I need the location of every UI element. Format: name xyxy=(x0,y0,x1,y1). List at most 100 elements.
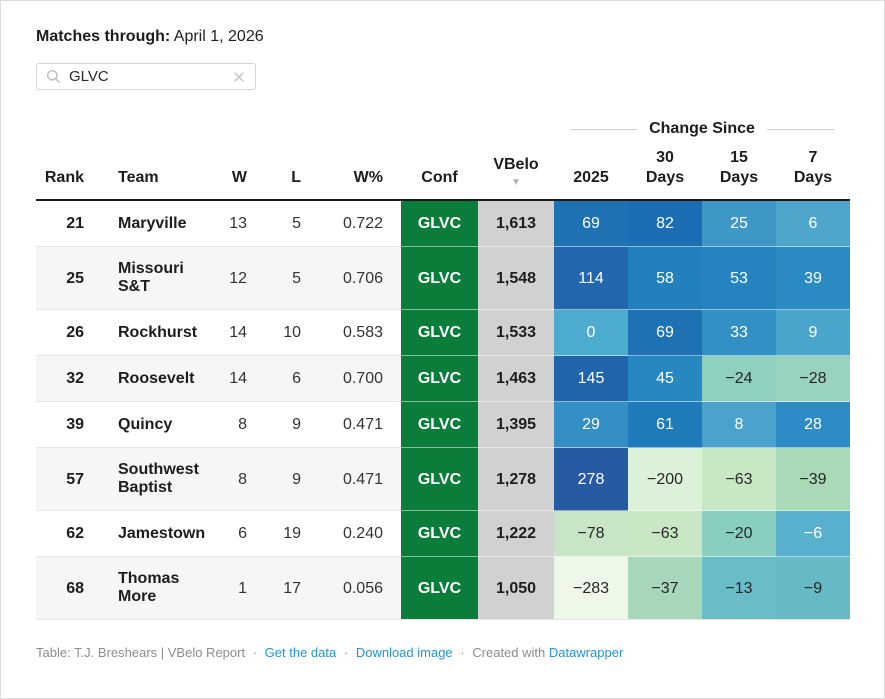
vbelo-cell: 1,050 xyxy=(478,556,554,620)
column-header-wins[interactable]: W xyxy=(226,148,253,201)
wins-cell: 6 xyxy=(226,510,253,557)
column-header-7-days[interactable]: 7 Days xyxy=(776,148,850,201)
team-cell: Thomas More xyxy=(101,556,226,620)
heat-cell-30-days: −63 xyxy=(628,510,702,557)
change-since-line-right xyxy=(766,128,834,130)
team-cell: Southwest Baptist xyxy=(101,447,226,511)
header-30-days-word: Days xyxy=(645,169,685,186)
heat-cell-15-days: 33 xyxy=(702,309,776,356)
matches-through-label: Matches through: xyxy=(36,28,171,45)
change-since-line-left xyxy=(570,128,638,130)
column-header-vbelo[interactable]: VBelo ▼ xyxy=(478,148,554,201)
heat-cell-7-days: 28 xyxy=(776,401,850,448)
conf-cell: GLVC xyxy=(401,355,478,402)
vbelo-cell: 1,548 xyxy=(478,246,554,310)
clear-icon xyxy=(232,70,246,84)
heat-cell-30-days: 69 xyxy=(628,309,702,356)
conf-cell: GLVC xyxy=(401,447,478,511)
search-input[interactable] xyxy=(69,68,224,85)
clear-search-button[interactable] xyxy=(232,70,246,84)
rank-cell: 21 xyxy=(66,215,84,232)
losses-cell: 5 xyxy=(253,246,308,310)
header-30: 30 xyxy=(656,149,674,166)
conf-cell: GLVC xyxy=(401,246,478,310)
heat-cell-2025: 145 xyxy=(554,355,628,402)
table-row: 57 Southwest Baptist 8 9 0.471 GLVC 1,27… xyxy=(36,447,850,511)
heat-cell-15-days: −63 xyxy=(702,447,776,511)
attribution-footer: Table: T.J. Breshears | VBelo Report · G… xyxy=(36,645,848,660)
heat-cell-2025: 0 xyxy=(554,309,628,356)
rank-cell: 25 xyxy=(36,246,101,310)
footer-separator: · xyxy=(252,645,258,660)
heat-cell-2025: −283 xyxy=(554,556,628,620)
matches-through-value: April 1, 2026 xyxy=(173,28,264,45)
rank-cell: 62 xyxy=(36,510,101,557)
heat-cell-7-days: 39 xyxy=(776,246,850,310)
heat-cell-30-days: −37 xyxy=(628,556,702,620)
heat-cell-15-days: −20 xyxy=(702,510,776,557)
conf-cell: GLVC xyxy=(401,401,478,448)
column-header-2025[interactable]: 2025 xyxy=(554,148,628,201)
heat-cell-15-days: −13 xyxy=(702,556,776,620)
group-header-row: Change Since xyxy=(36,110,850,148)
column-header-team[interactable]: Team xyxy=(101,148,226,201)
heat-cell-7-days: −9 xyxy=(776,556,850,620)
rank-cell: 57 xyxy=(36,447,101,511)
table-row: 32 Roosevelt 14 6 0.700 GLVC 1,463 145 4… xyxy=(36,355,850,402)
winpct-cell: 0.471 xyxy=(308,447,401,511)
winpct-cell: 0.706 xyxy=(308,246,401,310)
column-header-winpct[interactable]: W% xyxy=(308,148,401,201)
heat-cell-7-days: −6 xyxy=(776,510,850,557)
table-row: 26 Rockhurst 14 10 0.583 GLVC 1,533 0 69… xyxy=(36,309,850,356)
wins-cell: 12 xyxy=(226,246,253,310)
heat-cell-7-days: 9 xyxy=(776,309,850,356)
column-header-15-days[interactable]: 15 Days xyxy=(702,148,776,201)
losses-cell: 9 xyxy=(253,401,308,448)
table-row: 68 Thomas More 1 17 0.056 GLVC 1,050 −28… xyxy=(36,556,850,620)
conf-cell: GLVC xyxy=(401,510,478,557)
table-row: 25 Missouri S&T 12 5 0.706 GLVC 1,548 11… xyxy=(36,246,850,310)
column-header-rank[interactable]: Rank xyxy=(36,148,101,201)
change-since-group-header: Change Since xyxy=(554,110,850,148)
wins-cell: 8 xyxy=(226,401,253,448)
team-cell: Roosevelt xyxy=(101,355,226,402)
column-header-30-days[interactable]: 30 Days xyxy=(628,148,702,201)
losses-cell: 19 xyxy=(253,510,308,557)
vbelo-cell: 1,278 xyxy=(478,447,554,511)
heat-cell-15-days: 53 xyxy=(702,246,776,310)
footer-separator: · xyxy=(460,645,465,660)
column-header-conf[interactable]: Conf xyxy=(401,148,478,201)
table-row: 21 Maryville 13 5 0.722 GLVC 1,613 69 82… xyxy=(36,200,850,247)
sort-descending-icon: ▼ xyxy=(511,177,521,188)
team-cell: Rockhurst xyxy=(101,309,226,356)
rank-cell: 39 xyxy=(36,401,101,448)
losses-cell: 6 xyxy=(253,355,308,402)
heat-cell-30-days: −200 xyxy=(628,447,702,511)
rank-cell: 32 xyxy=(36,355,101,402)
datawrapper-link[interactable]: Datawrapper xyxy=(548,645,624,660)
team-cell: Missouri S&T xyxy=(101,246,226,310)
wins-cell: 8 xyxy=(226,447,253,511)
winpct-cell: 0.583 xyxy=(308,309,401,356)
change-since-label: Change Since xyxy=(649,120,755,137)
losses-cell: 9 xyxy=(253,447,308,511)
conf-cell: GLVC xyxy=(401,556,478,620)
heat-cell-2025: 29 xyxy=(554,401,628,448)
header-7-days-word: Days xyxy=(793,169,833,186)
conf-cell: GLVC xyxy=(401,200,478,247)
get-the-data-link[interactable]: Get the data xyxy=(264,645,337,660)
winpct-cell: 0.240 xyxy=(308,510,401,557)
created-with-text: Created with xyxy=(472,645,546,660)
download-image-link[interactable]: Download image xyxy=(355,645,453,660)
column-header-losses[interactable]: L xyxy=(253,148,308,201)
losses-cell: 5 xyxy=(292,215,301,232)
group-header-spacer xyxy=(36,110,554,148)
winpct-cell: 0.056 xyxy=(308,556,401,620)
heat-cell-15-days: 25 xyxy=(702,200,776,247)
winpct-cell: 0.471 xyxy=(308,401,401,448)
vbelo-header-label: VBelo xyxy=(493,156,539,173)
wins-cell: 13 xyxy=(229,215,247,232)
losses-cell: 17 xyxy=(253,556,308,620)
heat-cell-2025: −78 xyxy=(554,510,628,557)
heat-cell-15-days: −24 xyxy=(702,355,776,402)
